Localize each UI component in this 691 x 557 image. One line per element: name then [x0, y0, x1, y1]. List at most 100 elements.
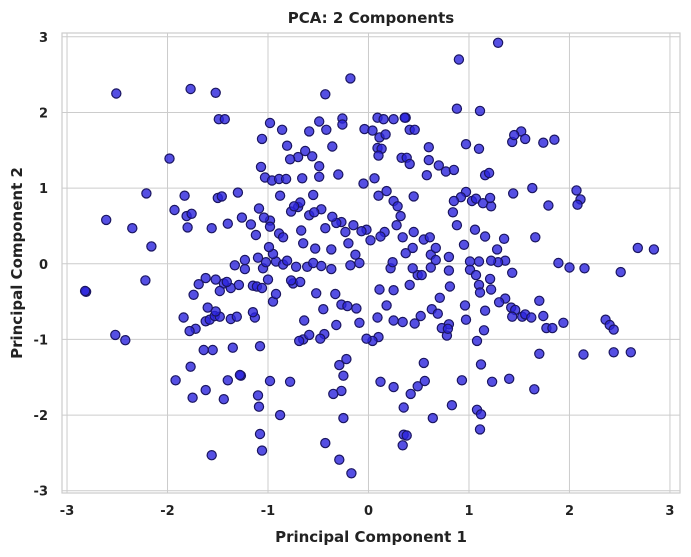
data-point [405, 388, 416, 400]
y-tick-label: -3 [34, 485, 48, 500]
data-point [169, 204, 180, 216]
data-point [471, 335, 483, 347]
data-point [485, 284, 497, 295]
data-point [492, 37, 504, 49]
data-point [443, 251, 455, 263]
data-point [341, 353, 352, 365]
data-point [206, 222, 217, 234]
data-point [430, 254, 441, 266]
data-point [284, 154, 296, 165]
data-point [608, 347, 619, 358]
data-point [421, 169, 432, 181]
data-point [314, 171, 325, 182]
data-point [395, 210, 406, 222]
data-point [409, 318, 420, 329]
data-point [375, 376, 386, 387]
data-point [547, 322, 558, 334]
data-point [625, 347, 637, 358]
data-point [399, 112, 410, 123]
data-point [110, 329, 121, 341]
data-point [407, 242, 418, 254]
data-point [231, 311, 242, 322]
data-point [304, 329, 315, 341]
data-point [334, 454, 345, 465]
data-point [458, 239, 470, 250]
data-point [227, 342, 238, 353]
data-point [276, 124, 288, 136]
data-point [350, 249, 361, 260]
data-point [207, 344, 218, 356]
data-point [297, 173, 308, 184]
y-tick-label: -1 [34, 333, 48, 348]
data-point [219, 113, 230, 125]
data-point [345, 73, 356, 84]
data-point [256, 445, 268, 456]
data-point [433, 160, 444, 171]
data-point [179, 190, 190, 201]
data-point [178, 312, 189, 323]
data-point [381, 185, 392, 197]
data-point [367, 125, 378, 136]
data-point [327, 211, 338, 222]
data-point [375, 231, 386, 242]
chart-title: PCA: 2 Components [288, 9, 454, 27]
data-point [239, 263, 251, 275]
data-point [361, 333, 372, 344]
y-tick-label: 1 [39, 182, 48, 197]
data-point [526, 312, 537, 323]
data-point [479, 231, 491, 242]
data-point [320, 437, 331, 449]
data-point [300, 145, 311, 157]
data-point [459, 300, 471, 311]
data-point [407, 263, 418, 274]
data-point [608, 324, 619, 335]
data-point [478, 325, 490, 336]
data-point [79, 285, 91, 297]
data-point [343, 238, 354, 249]
data-point [444, 281, 456, 292]
data-point [250, 229, 262, 241]
data-point [254, 428, 266, 440]
data-point [484, 192, 496, 204]
data-point [280, 173, 292, 185]
data-point [365, 235, 376, 246]
data-point [320, 89, 331, 100]
data-point [232, 187, 244, 198]
data-point [185, 361, 196, 372]
y-axis-label: Principal Component 2 [8, 167, 26, 359]
data-point [281, 255, 293, 266]
data-point [334, 359, 345, 371]
data-point [348, 219, 359, 231]
data-point [200, 272, 211, 284]
data-point [342, 300, 353, 312]
data-point [470, 269, 482, 281]
data-point [258, 212, 270, 223]
data-point [233, 279, 245, 291]
data-point [314, 116, 325, 127]
data-point [460, 314, 472, 325]
data-point [473, 256, 485, 267]
data-point [448, 195, 460, 207]
data-point [485, 201, 497, 212]
data-point [427, 412, 438, 424]
data-point [553, 257, 564, 269]
data-point [423, 154, 434, 166]
data-point [479, 305, 491, 316]
data-point [236, 212, 248, 223]
data-point [307, 151, 318, 162]
data-point [318, 304, 329, 315]
data-point [493, 297, 505, 308]
data-point [164, 153, 175, 164]
data-point [508, 188, 519, 199]
data-point [184, 325, 195, 337]
data-point [387, 257, 398, 268]
data-point [253, 203, 265, 214]
data-point [446, 400, 458, 411]
x-tick-label: 1 [464, 504, 473, 519]
data-point [277, 232, 289, 243]
data-point [474, 287, 486, 298]
y-tick-label: 2 [39, 106, 48, 121]
data-point [206, 450, 217, 461]
data-point [351, 303, 362, 314]
data-point [304, 126, 315, 137]
